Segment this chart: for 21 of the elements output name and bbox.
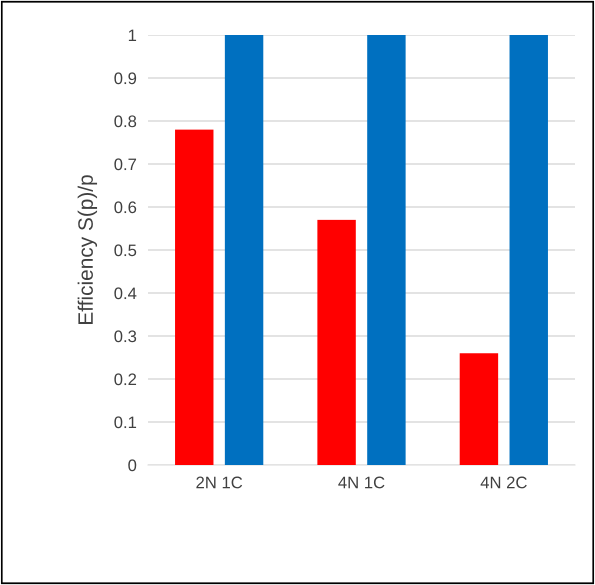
x-tick-label: 4N 1C xyxy=(338,476,384,488)
y-tick-label: 0.5 xyxy=(114,244,136,256)
y-tick-label: 0.4 xyxy=(114,287,136,300)
y-tick-label: 0.2 xyxy=(114,373,136,386)
y-tick-label: 1 xyxy=(128,30,136,42)
y-tick-label: 0.1 xyxy=(114,416,136,428)
x-tick-label: 4N 2C xyxy=(480,476,527,488)
y-tick-label: 0.7 xyxy=(114,158,136,170)
bar xyxy=(224,35,264,465)
bar xyxy=(317,220,356,465)
bar xyxy=(175,130,214,465)
y-axis-title: Efficiency S(p)/p xyxy=(78,175,98,324)
y-tick-label: 0.3 xyxy=(114,330,136,342)
y-tick-label: 0.9 xyxy=(114,72,136,84)
bar xyxy=(367,35,406,465)
y-tick-label: 0 xyxy=(128,459,136,472)
bar xyxy=(460,353,498,465)
bar xyxy=(510,35,548,465)
y-tick-label: 0.6 xyxy=(114,201,136,214)
y-tick-label: 0.8 xyxy=(114,115,136,128)
x-tick-label: 2N 1C xyxy=(196,476,242,488)
